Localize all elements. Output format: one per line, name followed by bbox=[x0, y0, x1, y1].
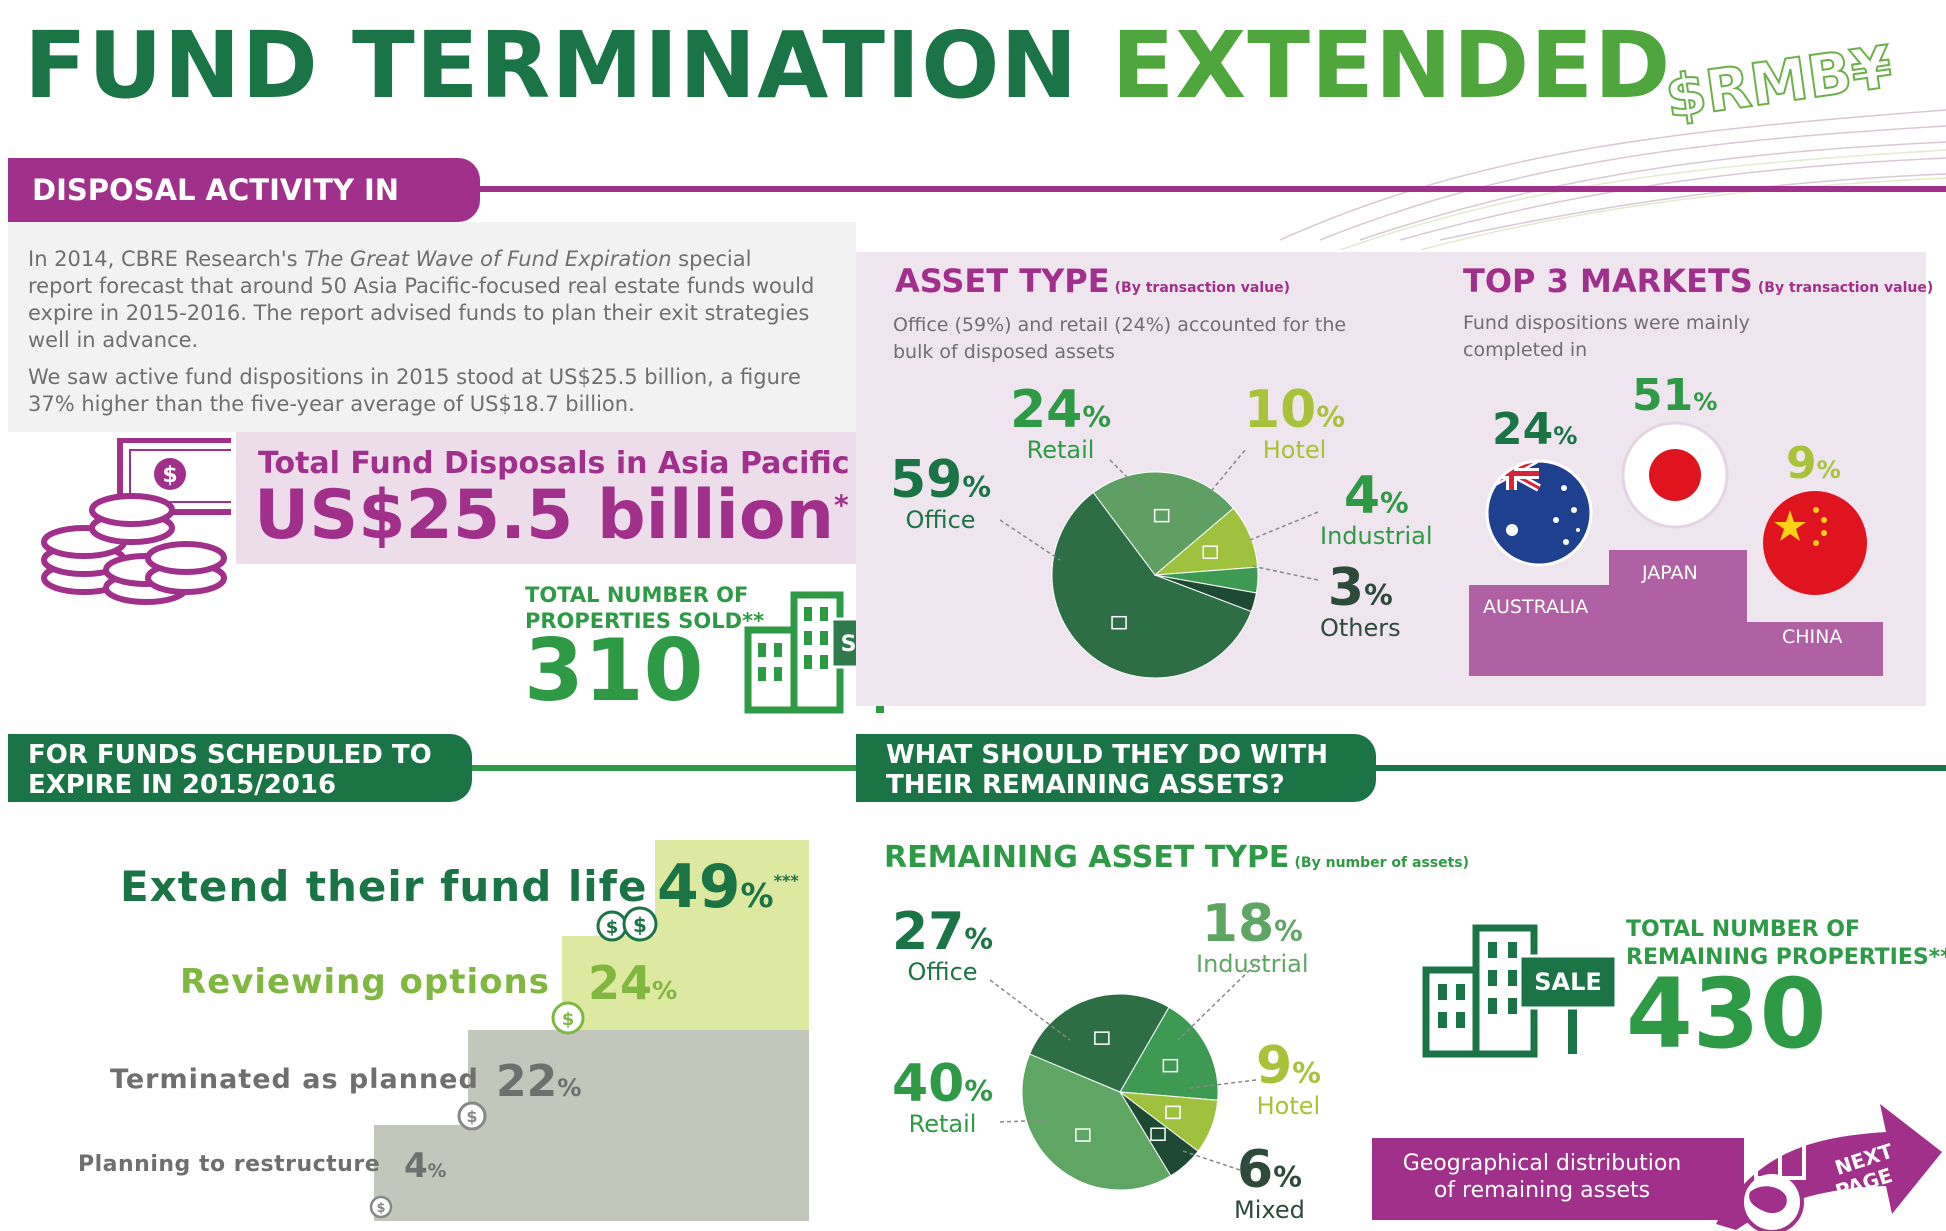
remaining-type-title: REMAINING ASSET TYPE (By number of asset… bbox=[884, 840, 1470, 875]
asset-hotel-label: 10% Hotel bbox=[1244, 380, 1346, 464]
remaining-slice-office bbox=[1029, 993, 1170, 1093]
svg-text:$: $ bbox=[562, 1009, 575, 1030]
svg-text:$: $ bbox=[466, 1107, 477, 1126]
next-page-link[interactable] bbox=[1372, 1138, 1744, 1220]
svg-text:$: $ bbox=[606, 917, 619, 938]
next-page-text[interactable]: Geographical distribution of remaining a… bbox=[1402, 1151, 1682, 1203]
market-japan-name: JAPAN bbox=[1642, 562, 1698, 584]
remaining-pie-leaders bbox=[990, 960, 1261, 1171]
asset-office-label: 59% Office bbox=[890, 450, 992, 534]
title-part-2: EXTENDED bbox=[1111, 12, 1672, 119]
sale-sign-text: SALE bbox=[1534, 968, 1602, 996]
disposal-header: DISPOSAL ACTIVITY IN 2015 bbox=[8, 158, 480, 271]
remaining-hotel-label: 9% Hotel bbox=[1256, 1036, 1321, 1120]
disposal-header-line bbox=[380, 186, 1946, 192]
podium-right bbox=[1747, 622, 1883, 676]
page-title: FUND TERMINATION EXTENDED bbox=[24, 20, 1671, 112]
properties-sold-value: 310 bbox=[524, 621, 704, 721]
funds-header: FOR FUNDS SCHEDULED TO EXPIRE IN 2015/20… bbox=[8, 734, 472, 802]
step-review-pct: 24% bbox=[588, 956, 678, 1010]
step-restructure-pct: 4% bbox=[404, 1146, 447, 1186]
market-china-pct: 9% bbox=[1786, 438, 1841, 489]
svg-text:$: $ bbox=[376, 1201, 385, 1216]
step-extend-pct: 49%*** bbox=[657, 852, 799, 922]
step-restructure-label: Planning to restructure bbox=[78, 1152, 381, 1177]
intro-text: In 2014, CBRE Research's The Great Wave … bbox=[28, 246, 818, 418]
funds-header-line bbox=[470, 765, 870, 771]
remaining-mixed-icon bbox=[1150, 1127, 1166, 1141]
asset-others-label: 3% Others bbox=[1320, 558, 1401, 642]
remaining-slice-industrial bbox=[1119, 1006, 1219, 1101]
asset-industrial-label: 4% Industrial bbox=[1320, 466, 1433, 550]
intro-bg bbox=[8, 222, 856, 432]
remaining-header-line bbox=[1370, 765, 1946, 771]
remaining-header: WHAT SHOULD THEY DO WITH THEIR REMAINING… bbox=[856, 734, 1376, 802]
title-part-1: FUND TERMINATION bbox=[24, 12, 1112, 119]
total-disposals-box bbox=[236, 432, 856, 564]
asset-slice-retail bbox=[1092, 471, 1235, 576]
properties-sold-label: TOTAL NUMBER OF PROPERTIES SOLD** bbox=[525, 583, 765, 633]
asset-retail-icon bbox=[1153, 508, 1170, 523]
money-coins-icon: $ bbox=[41, 438, 231, 605]
step-bg-24 bbox=[562, 936, 809, 1030]
sale-building-icon: SALE bbox=[1422, 924, 1618, 1058]
total-disposals-mark: * bbox=[834, 488, 849, 522]
step-terminated-label: Terminated as planned bbox=[110, 1064, 479, 1095]
coin-4-icon: $ bbox=[369, 1195, 393, 1219]
market-australia-name: AUSTRALIA bbox=[1483, 596, 1589, 618]
coins-49-icon: $ $ bbox=[596, 906, 658, 942]
remaining-properties-value: 430 bbox=[1626, 958, 1827, 1070]
svg-text:$: $ bbox=[633, 913, 647, 937]
next-page-arrow-icon[interactable]: NEXT PAGE bbox=[1716, 1096, 1946, 1231]
podium-left bbox=[1469, 585, 1609, 676]
svg-text:$: $ bbox=[162, 463, 177, 488]
remaining-office-icon bbox=[1094, 1031, 1110, 1045]
step-bg-4 bbox=[374, 1125, 809, 1221]
total-disposals-value: US$25.5 billion* bbox=[254, 476, 849, 555]
asset-slice-industrial bbox=[1154, 566, 1259, 594]
remaining-type-pie bbox=[1021, 993, 1219, 1191]
remaining-properties-label: TOTAL NUMBER OF REMAINING PROPERTIES** bbox=[1626, 917, 1946, 970]
step-bg-22 bbox=[468, 1030, 809, 1125]
asset-pie-leaders bbox=[1000, 450, 1319, 581]
asset-type-desc: Office (59%) and retail (24%) accounted … bbox=[893, 314, 1347, 363]
asset-retail-label: 24% Retail bbox=[1010, 380, 1112, 464]
step-extend-label: Extend their fund life bbox=[120, 862, 648, 911]
asset-type-title: ASSET TYPE (By transaction value) bbox=[895, 262, 1290, 300]
step-terminated-pct: 22% bbox=[496, 1056, 582, 1107]
market-japan-pct: 51% bbox=[1632, 370, 1718, 421]
asset-slice-office bbox=[1051, 491, 1252, 679]
total-disposals-label: Total Fund Disposals in Asia Pacific bbox=[258, 446, 850, 481]
asset-hotel-icon bbox=[1202, 545, 1218, 559]
podium-center bbox=[1609, 550, 1747, 676]
remaining-industrial-label: 18% Industrial bbox=[1196, 894, 1309, 978]
market-australia-pct: 24% bbox=[1492, 404, 1578, 455]
remaining-retail-label: 40% Retail bbox=[892, 1054, 994, 1138]
australia-flag-icon bbox=[1485, 459, 1593, 567]
remaining-office-label: 27% Office bbox=[892, 902, 994, 986]
remaining-industrial-icon bbox=[1162, 1058, 1179, 1073]
step-review-label: Reviewing options bbox=[180, 962, 550, 1002]
intro-paragraph-2: We saw active fund dispositions in 2015 … bbox=[28, 365, 801, 416]
japan-flag-icon bbox=[1621, 421, 1729, 529]
china-flag-icon bbox=[1763, 491, 1867, 595]
market-china-name: CHINA bbox=[1782, 626, 1843, 648]
remaining-hotel-icon bbox=[1165, 1105, 1181, 1120]
remaining-retail-icon bbox=[1075, 1128, 1091, 1142]
top-markets-title: TOP 3 MARKETS (By transaction value) bbox=[1463, 262, 1934, 300]
coin-22-icon: $ bbox=[457, 1101, 487, 1131]
decorative-waves bbox=[1280, 109, 1946, 250]
remaining-mixed-label: 6% Mixed bbox=[1234, 1140, 1305, 1224]
remaining-slice-retail bbox=[1021, 1053, 1172, 1191]
coin-24-icon: $ bbox=[551, 1001, 585, 1035]
asset-type-pie bbox=[1051, 471, 1259, 679]
top-markets-desc: Fund dispositions were mainly completed … bbox=[1463, 312, 1750, 361]
asset-office-icon bbox=[1111, 615, 1127, 630]
